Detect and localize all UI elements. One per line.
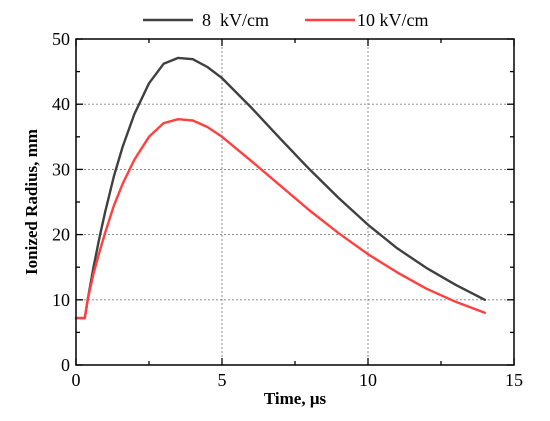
y-axis-label: Ionized Radius, mm	[22, 129, 41, 275]
series-layer	[74, 56, 486, 320]
legend: 8 kV/cm 10 kV/cm	[143, 10, 429, 30]
x-tick-label-2: 10	[359, 370, 377, 390]
y-tick-label-5: 50	[52, 29, 70, 49]
plot-frame	[75, 38, 515, 366]
x-tick-label-3: 15	[505, 370, 523, 390]
y-tick-label-2: 20	[52, 225, 70, 245]
series-line-0	[74, 56, 486, 320]
grid	[76, 39, 514, 365]
legend-label-1: 10 kV/cm	[357, 10, 429, 30]
y-tick-label-4: 40	[52, 94, 70, 114]
y-tick-label-1: 10	[52, 290, 70, 310]
axis-ticks	[75, 38, 515, 366]
legend-label-0: 8 kV/cm	[202, 10, 269, 30]
y-tick-label-0: 0	[61, 355, 70, 375]
y-tick-label-3: 30	[52, 159, 70, 179]
x-tick-label-0: 0	[72, 370, 81, 390]
x-axis-label: Time, μs	[264, 389, 327, 408]
tick-labels: 0 5 10 15 0 10 20 30 40 50	[52, 29, 523, 390]
series-line-1	[74, 117, 486, 320]
x-tick-label-1: 5	[218, 370, 227, 390]
